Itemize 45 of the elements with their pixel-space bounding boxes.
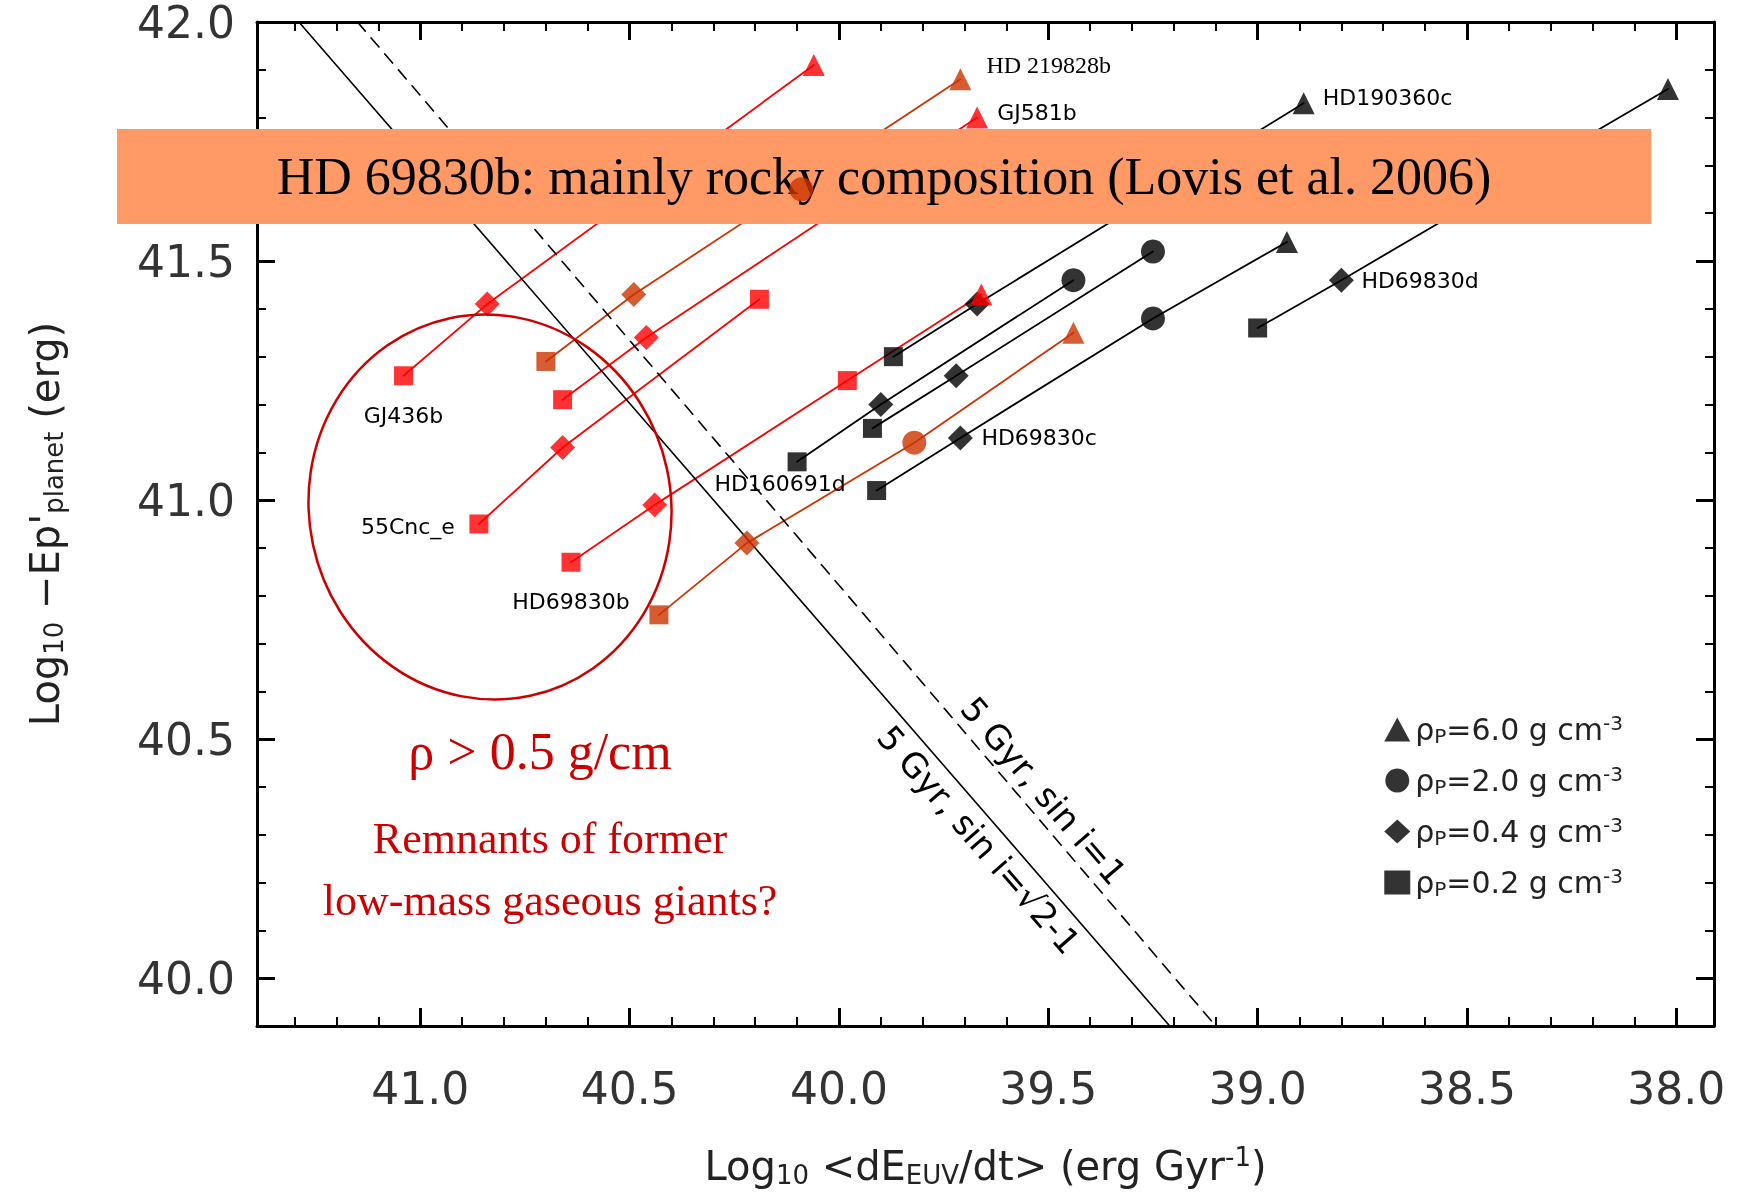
annotation: HD69830c (981, 425, 1097, 451)
point (1141, 239, 1165, 264)
x-tick-label: 39.5 (999, 1062, 1098, 1114)
x-tick-label: 40.5 (580, 1062, 679, 1114)
point (553, 390, 573, 410)
point (1141, 306, 1165, 331)
text: Remnants of former low-mass gaseous giants? (322, 814, 778, 925)
annotation: GJ581b (997, 100, 1077, 126)
y-tick-label: 40.0 (137, 952, 235, 1004)
point (561, 552, 581, 572)
point (943, 363, 969, 389)
x-tick-label: 38.5 (1418, 1062, 1516, 1114)
point (649, 605, 669, 625)
point (1328, 267, 1354, 293)
point (621, 282, 647, 308)
x-tick-label: 40.0 (789, 1062, 888, 1114)
point (749, 289, 769, 309)
annotation: 55Cnc_e (360, 513, 455, 540)
annotation: HD69830b (512, 588, 630, 614)
point (536, 351, 556, 371)
annotation: HD69830d (1361, 267, 1479, 293)
point (1062, 321, 1085, 344)
annotation: HD 69830b: mainly rocky composition (Lovis et al. 2006) (276, 148, 1492, 206)
x-tick-label: 41.0 (371, 1062, 470, 1114)
point (394, 366, 414, 386)
y-tick-label: 40.5 (137, 713, 235, 765)
point (868, 391, 894, 417)
point (469, 514, 489, 534)
y-tick-label: 41.5 (137, 235, 235, 287)
annotation: HD160691d (714, 471, 846, 497)
annotation: GJ436b (363, 403, 444, 429)
annotation: HD 219828b (986, 52, 1112, 79)
annotation: HD190360c (1322, 84, 1453, 110)
point (949, 68, 972, 91)
point (734, 530, 760, 556)
annotation: ρ > 0.5 g/cm (408, 723, 672, 780)
y-tick-label: 42.0 (137, 0, 235, 48)
x-tick-label: 38.0 (1627, 1062, 1726, 1114)
y-tick-label: 41.0 (137, 474, 235, 526)
point (837, 371, 857, 391)
point (1061, 268, 1086, 293)
y-axis-title: Log10 −Ep'planet (erg) (22, 321, 69, 727)
point (902, 430, 927, 455)
x-tick-label: 39.0 (1208, 1062, 1307, 1114)
point (947, 425, 973, 451)
